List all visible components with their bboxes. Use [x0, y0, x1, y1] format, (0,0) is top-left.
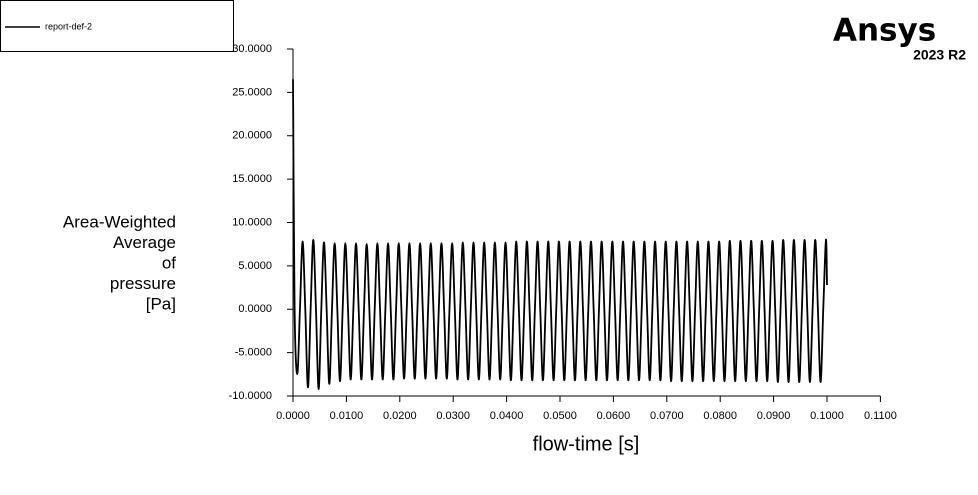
- x-tick-label: 0.0500: [543, 410, 577, 422]
- y-tick-label: 0.0000: [238, 303, 272, 315]
- y-axis-label: Area-Weighted: [63, 212, 176, 231]
- y-tick-label: 5.0000: [238, 260, 272, 272]
- y-tick-label: 20.0000: [232, 130, 272, 142]
- x-tick-label: 0.0700: [650, 410, 684, 422]
- y-tick-label: -5.0000: [235, 347, 272, 359]
- legend-box: [0, 0, 234, 52]
- x-tick-label: 0.1000: [810, 410, 844, 422]
- y-tick-label: 25.0000: [232, 86, 272, 98]
- y-axis-label: of: [162, 253, 176, 272]
- y-tick-label: 30.0000: [232, 43, 272, 55]
- legend-label: report-def-2: [45, 21, 92, 31]
- y-axis-label: Average: [113, 233, 176, 252]
- brand-logo: Ansys: [833, 13, 936, 49]
- y-tick-label: 10.0000: [232, 216, 272, 228]
- x-tick-label: 0.0000: [276, 410, 310, 422]
- y-tick-label: 15.0000: [232, 173, 272, 185]
- x-tick-label: 0.0300: [436, 410, 470, 422]
- x-tick-label: 0.0100: [330, 410, 364, 422]
- y-axis-label: pressure: [110, 274, 176, 293]
- x-tick-label: 0.0400: [490, 410, 524, 422]
- y-axis-label: [Pa]: [146, 294, 176, 313]
- x-tick-label: 0.0800: [703, 410, 737, 422]
- x-tick-label: 0.0600: [597, 410, 631, 422]
- data-line: [292, 79, 828, 390]
- x-tick-label: 0.1100: [864, 410, 897, 422]
- y-tick-label: -10.0000: [229, 390, 272, 402]
- version: 2023 R2: [913, 47, 966, 63]
- x-tick-label: 0.0900: [757, 410, 791, 422]
- x-tick-label: 0.0200: [383, 410, 417, 422]
- x-axis-label: flow-time [s]: [533, 433, 640, 455]
